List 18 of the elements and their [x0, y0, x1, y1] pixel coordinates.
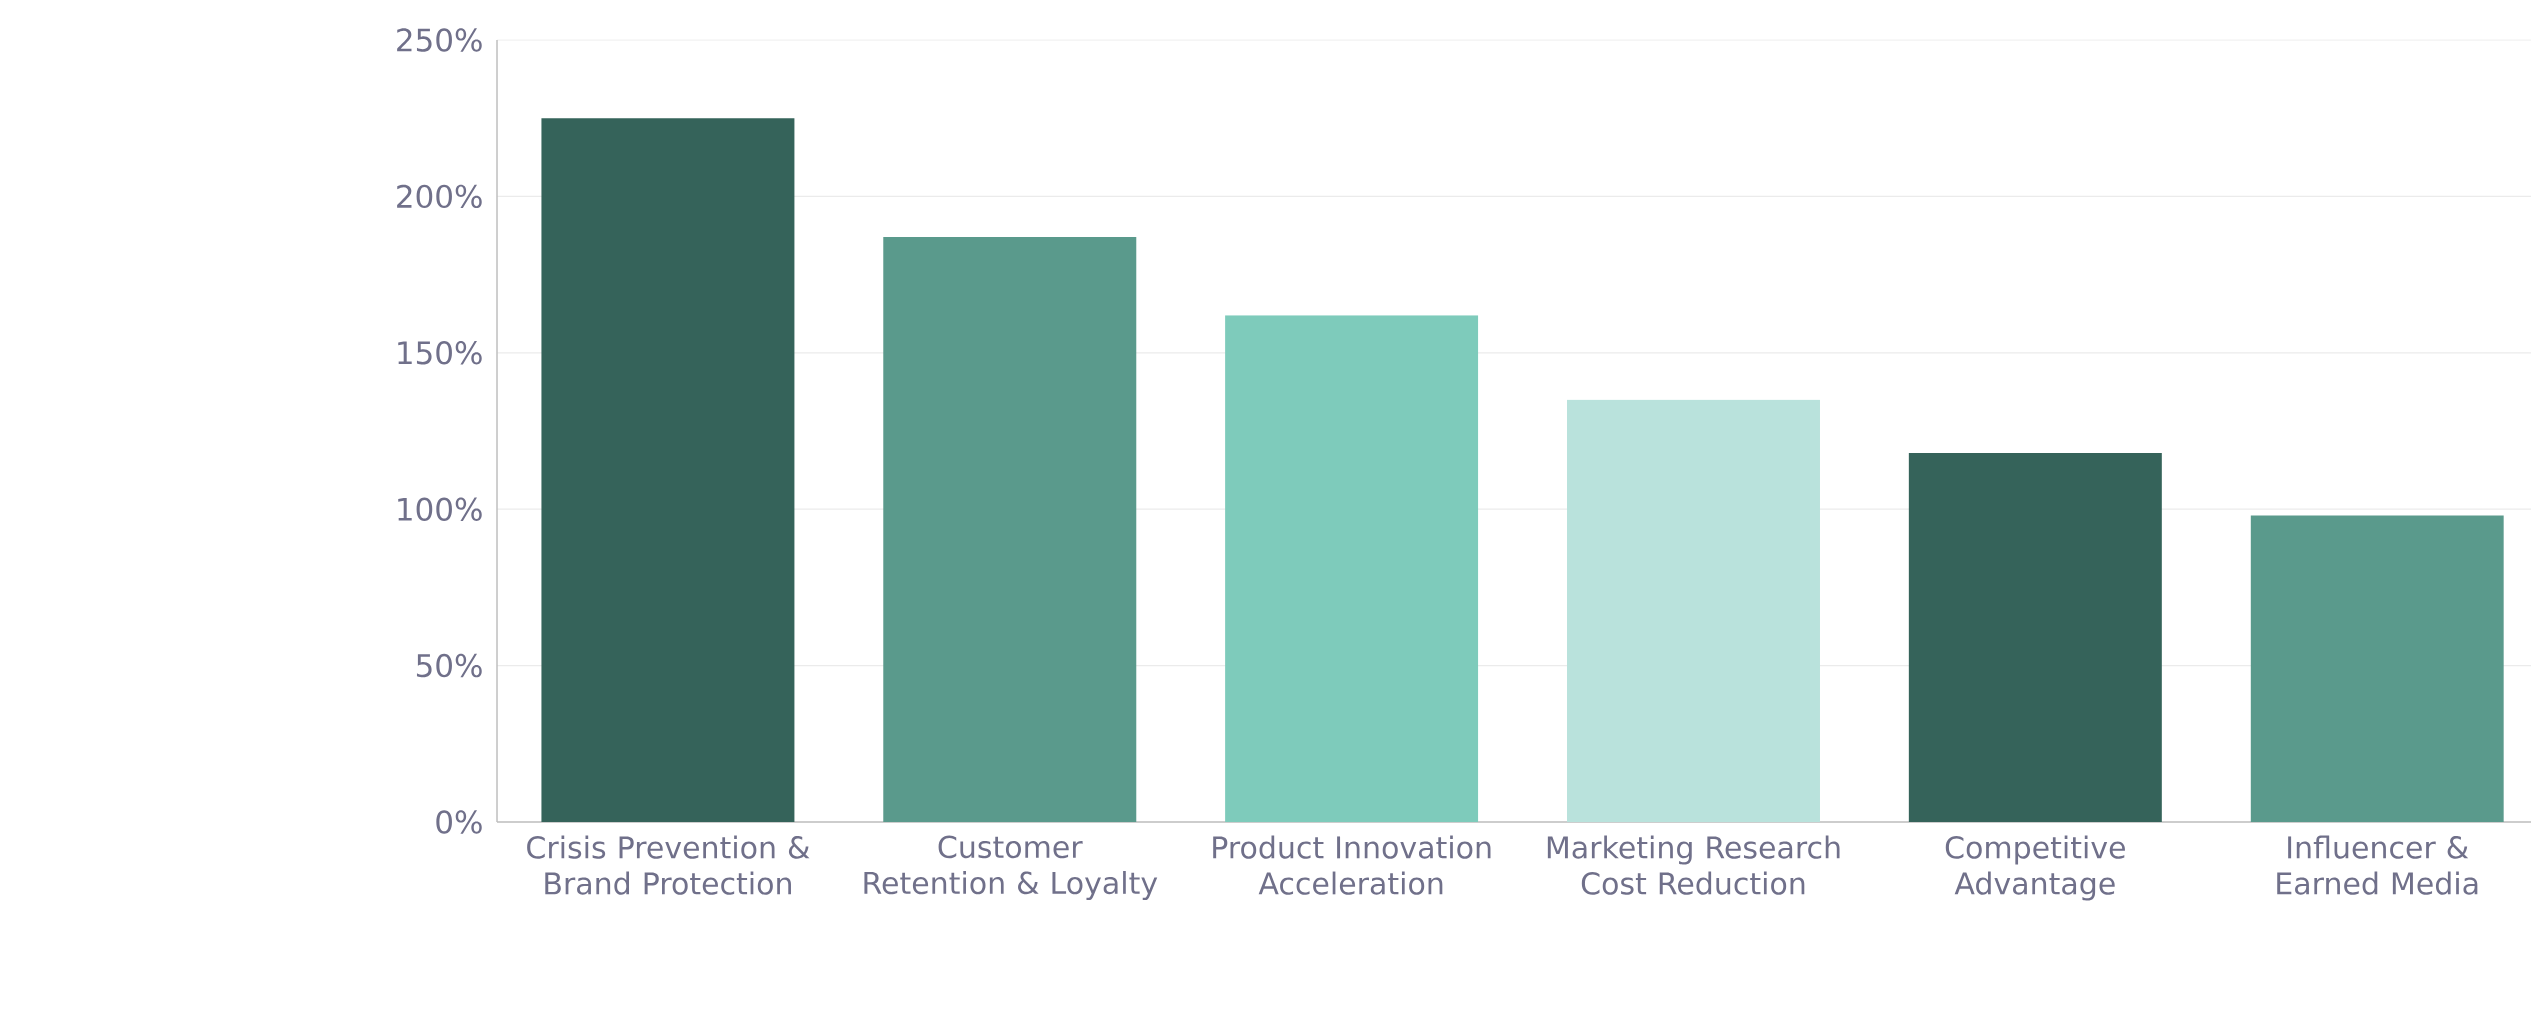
y-tick-label: 0%	[436, 810, 482, 834]
x-tick-label: Crisis Prevention & Brand Protection	[527, 835, 810, 895]
bar	[1908, 452, 2162, 822]
bar	[2250, 515, 2504, 822]
x-tick-label: Influencer & Earned Media	[2277, 835, 2478, 895]
y-tick-label: 150%	[398, 341, 482, 365]
bar	[541, 118, 795, 822]
y-tick-label: 250%	[397, 28, 482, 52]
x-tick-label: Customer Retention & Loyalty	[864, 835, 1158, 901]
bar	[1225, 315, 1479, 822]
bar	[1566, 399, 1820, 822]
y-tick-label: 50%	[416, 653, 482, 678]
x-tick-label: Product Innovation Acceleration	[1213, 835, 1491, 895]
bar	[883, 237, 1137, 822]
y-tick-label: 100%	[398, 497, 482, 521]
x-tick-label: Marketing Research Cost Reduction	[1547, 835, 1840, 895]
y-tick-label: 200%	[397, 184, 482, 209]
x-tick-label: Competitive Advantage	[1945, 835, 2125, 901]
